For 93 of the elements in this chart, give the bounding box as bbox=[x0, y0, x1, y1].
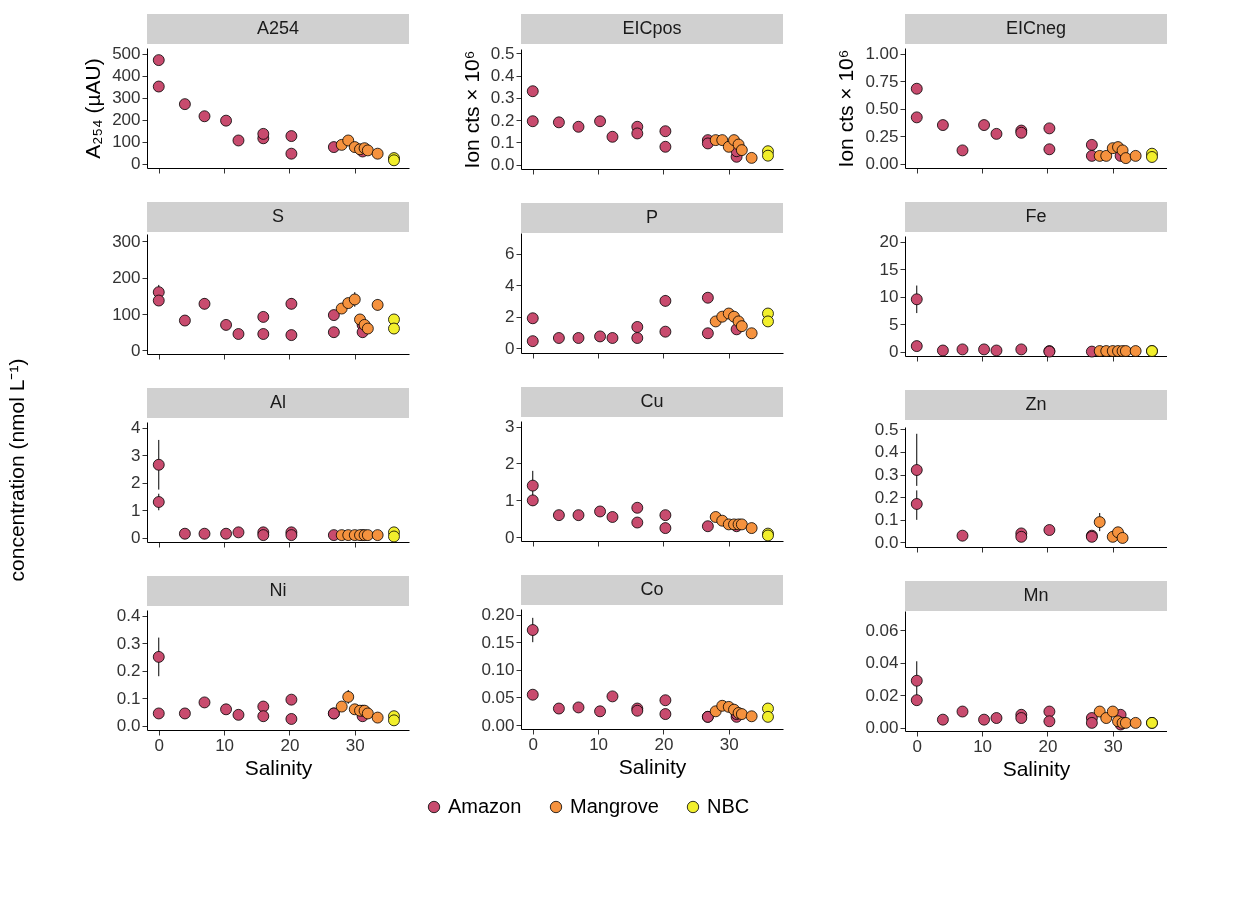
y-tick-label: 0.4 bbox=[116, 606, 141, 626]
y-tick-label: 100 bbox=[112, 132, 141, 152]
x-tick-label: 0 bbox=[912, 736, 922, 756]
y-tick-label: 0.00 bbox=[865, 718, 899, 738]
y-tick-label: 0 bbox=[889, 342, 899, 362]
y-tick-label: 0.50 bbox=[865, 99, 899, 119]
x-tick-label: 10 bbox=[215, 735, 235, 755]
chart-title: P bbox=[645, 207, 659, 227]
y-tick-label: 0 bbox=[131, 340, 141, 360]
x-tick-label: 0 bbox=[154, 735, 164, 755]
y-tick-label: 0.75 bbox=[865, 71, 899, 91]
x-axis-title: Salinity bbox=[618, 754, 687, 778]
y-tick-label: 5 bbox=[889, 314, 899, 334]
y-axis-title: Ion cts × 10⁶ bbox=[834, 49, 858, 168]
x-tick-label: 20 bbox=[1038, 736, 1058, 756]
y-tick-label: 0.1 bbox=[490, 132, 515, 152]
y-tick-label: 0 bbox=[131, 528, 141, 548]
y-tick-label: 0.05 bbox=[481, 687, 515, 707]
y-tick-label: 0.1 bbox=[116, 688, 141, 708]
y-tick-label: 0.1 bbox=[874, 510, 899, 530]
y-tick-label: 4 bbox=[131, 418, 141, 438]
chart-title: Cu bbox=[640, 391, 664, 411]
chart-title: S bbox=[271, 206, 285, 226]
x-axis-title: Salinity bbox=[1002, 756, 1071, 780]
legend-label: Amazon bbox=[448, 795, 522, 817]
y-tick-label: 0.20 bbox=[481, 605, 515, 625]
y-tick-label: 0.0 bbox=[116, 716, 141, 736]
y-tick-label: 0.0 bbox=[874, 532, 899, 552]
x-tick-label: 30 bbox=[719, 734, 739, 754]
y-tick-label: 0.3 bbox=[490, 88, 515, 108]
chart-title: Al bbox=[269, 392, 287, 412]
chart-title: Mn bbox=[1023, 585, 1049, 605]
y-tick-label: 0.3 bbox=[116, 633, 141, 653]
chart-title: EICpos bbox=[622, 18, 682, 38]
y-tick-label: 0.15 bbox=[481, 632, 515, 652]
y-tick-label: 100 bbox=[112, 304, 141, 324]
x-axis-title: Salinity bbox=[244, 755, 313, 779]
y-tick-label: 0.4 bbox=[490, 66, 515, 86]
y-tick-label: 0.10 bbox=[481, 660, 515, 680]
y-tick-label: 0.3 bbox=[874, 465, 899, 485]
y-tick-label: 0.00 bbox=[481, 715, 515, 735]
y-axis-title: Ion cts × 10⁶ bbox=[459, 50, 483, 169]
y-axis-title: concentration (nmol L⁻¹) bbox=[5, 358, 28, 582]
chart-title: Zn bbox=[1025, 394, 1047, 414]
y-tick-label: 300 bbox=[112, 231, 141, 251]
y-tick-label: 0.0 bbox=[490, 155, 515, 175]
x-tick-label: 0 bbox=[528, 734, 538, 754]
y-tick-label: 0.4 bbox=[874, 442, 899, 462]
legend-label: Mangrove bbox=[570, 795, 659, 817]
x-tick-label: 30 bbox=[345, 735, 365, 755]
y-tick-label: 0.5 bbox=[490, 43, 515, 63]
y-tick-label: 3 bbox=[131, 445, 141, 465]
y-tick-label: 2 bbox=[505, 453, 515, 473]
y-tick-label: 0.25 bbox=[865, 126, 899, 146]
x-tick-label: 10 bbox=[589, 734, 609, 754]
y-tick-label: 300 bbox=[112, 88, 141, 108]
chart-title: EICneg bbox=[1005, 18, 1067, 38]
y-tick-label: 2 bbox=[505, 307, 515, 327]
chart-title: Fe bbox=[1025, 206, 1047, 226]
y-tick-label: 0.00 bbox=[865, 154, 899, 174]
y-tick-label: 2 bbox=[131, 473, 141, 493]
y-tick-label: 10 bbox=[879, 287, 899, 307]
y-tick-label: 20 bbox=[879, 232, 899, 251]
y-tick-label: 0 bbox=[505, 527, 515, 547]
y-tick-label: 0.02 bbox=[865, 685, 899, 705]
chart-title: Co bbox=[640, 579, 664, 599]
chart-title: Ni bbox=[269, 580, 287, 600]
y-tick-label: 1 bbox=[505, 490, 515, 510]
y-tick-label: 3 bbox=[505, 417, 515, 437]
y-tick-label: 1.00 bbox=[865, 44, 899, 63]
x-tick-label: 30 bbox=[1103, 736, 1123, 756]
y-tick-label: 0.04 bbox=[865, 653, 899, 673]
y-tick-label: 200 bbox=[112, 268, 141, 288]
y-tick-label: 1 bbox=[131, 500, 141, 520]
y-tick-label: 15 bbox=[879, 259, 899, 279]
y-tick-label: 0.2 bbox=[116, 661, 141, 681]
y-tick-label: 200 bbox=[112, 110, 141, 130]
y-tick-label: 0.5 bbox=[874, 419, 899, 439]
y-axis-title: A₂₅₄ (µAU) bbox=[81, 58, 105, 159]
y-tick-label: 0.06 bbox=[865, 620, 899, 640]
x-tick-label: 20 bbox=[654, 734, 674, 754]
x-tick-label: 20 bbox=[280, 735, 300, 755]
chart-title: A254 bbox=[256, 18, 300, 38]
y-tick-label: 0.2 bbox=[490, 110, 515, 130]
y-tick-label: 6 bbox=[505, 244, 515, 264]
y-tick-label: 0 bbox=[131, 154, 141, 174]
y-tick-label: 0 bbox=[505, 338, 515, 358]
y-tick-label: 4 bbox=[505, 275, 515, 295]
y-tick-label: 0.2 bbox=[874, 487, 899, 507]
y-tick-label: 400 bbox=[112, 66, 141, 86]
y-tick-label: 500 bbox=[112, 44, 141, 63]
x-tick-label: 10 bbox=[973, 736, 993, 756]
legend-label: NBC bbox=[707, 795, 750, 817]
